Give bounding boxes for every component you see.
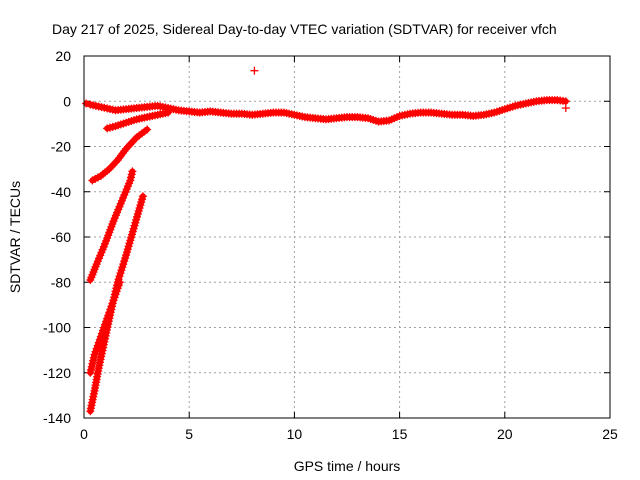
y-tick-label: -120	[43, 365, 71, 381]
x-tick-label: 15	[392, 426, 408, 442]
data-point	[143, 125, 152, 134]
data-point	[561, 97, 570, 106]
y-tick-label: 0	[63, 93, 71, 109]
x-tick-label: 20	[497, 426, 513, 442]
x-tick-label: 5	[185, 426, 193, 442]
data-point	[250, 66, 259, 75]
data-point	[128, 167, 137, 176]
data-point	[82, 99, 91, 108]
plot-frame	[83, 55, 611, 419]
chart-title: Day 217 of 2025, Sidereal Day-to-day VTE…	[52, 21, 557, 37]
y-tick-label: -140	[43, 410, 71, 426]
data-point	[138, 192, 147, 201]
data-point	[115, 278, 124, 287]
y-axis-label: SDTVAR / TECUs	[7, 181, 23, 293]
y-tick-label: -60	[51, 229, 71, 245]
y-tick-label: -20	[51, 139, 71, 155]
y-tick-label: -40	[51, 184, 71, 200]
y-tick-label: 20	[55, 48, 71, 64]
axis-ticks: 0 5 10 15 20 25 -140 -120 -100 -80 -60 -40 -20 0 20	[43, 48, 618, 442]
x-tick-label: 10	[287, 426, 303, 442]
data-point	[561, 104, 570, 113]
x-tick-label: 0	[80, 426, 88, 442]
x-axis-label: GPS time / hours	[294, 458, 401, 474]
data-points	[82, 66, 570, 416]
x-tick-label: 25	[602, 426, 618, 442]
data-point	[164, 108, 173, 117]
y-tick-label: -100	[43, 320, 71, 336]
y-tick-label: -80	[51, 274, 71, 290]
